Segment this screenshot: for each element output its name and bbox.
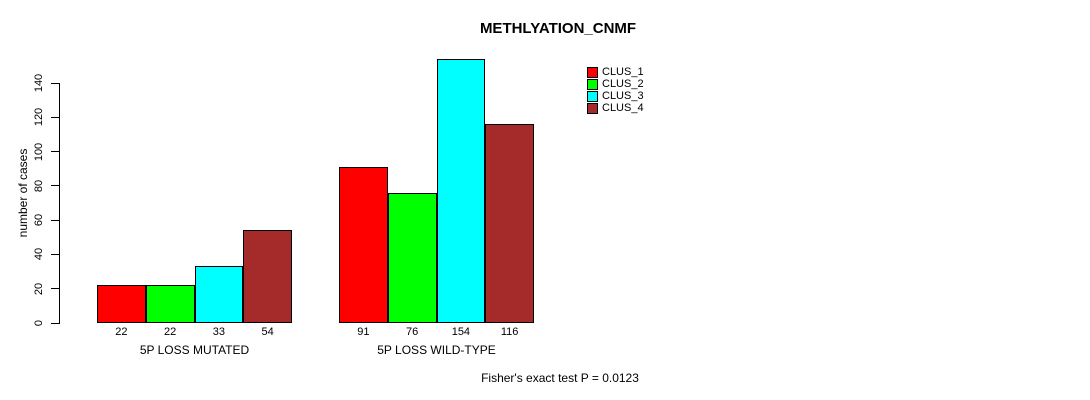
bar-value-label: 54 <box>261 326 274 338</box>
legend-swatch-CLUS_1 <box>587 66 598 78</box>
y-tick-label: 0 <box>33 319 45 327</box>
y-tick-mark <box>51 219 59 221</box>
y-tick-label: 80 <box>33 179 45 192</box>
y-tick-mark <box>51 253 59 255</box>
y-tick-mark <box>51 151 59 153</box>
legend-swatch-CLUS_4 <box>587 102 598 114</box>
bar-CLUS_4 <box>243 230 292 323</box>
bar-CLUS_3 <box>436 59 486 323</box>
legend-swatch-CLUS_2 <box>587 78 598 90</box>
bar-value-label: 116 <box>500 326 519 338</box>
bar-value-label: 91 <box>357 326 370 338</box>
x-group-label: 5P LOSS MUTATED <box>139 343 250 357</box>
legend: CLUS_1 CLUS_2 CLUS_3 CLUS_4 <box>587 66 644 114</box>
y-tick-mark <box>51 116 59 118</box>
y-tick-label: 120 <box>33 108 45 127</box>
legend-item: CLUS_2 <box>587 78 644 90</box>
y-axis-line <box>59 83 60 324</box>
legend-label: CLUS_4 <box>602 102 644 114</box>
legend-label: CLUS_3 <box>602 90 644 102</box>
y-tick-label: 40 <box>33 248 45 261</box>
legend-label: CLUS_1 <box>602 66 644 78</box>
bar-value-label: 76 <box>406 326 419 338</box>
y-axis-label: number of cases <box>16 148 30 238</box>
bar-value-label: 154 <box>451 326 471 338</box>
bar-value-label: 33 <box>212 326 225 338</box>
bar-CLUS_4 <box>485 124 534 323</box>
legend-label: CLUS_2 <box>602 78 644 90</box>
bar-CLUS_3 <box>194 266 244 323</box>
legend-item: CLUS_1 <box>587 66 644 78</box>
bar-CLUS_1 <box>339 167 388 323</box>
y-tick-mark <box>51 82 59 84</box>
y-tick-label: 140 <box>33 73 45 93</box>
legend-item: CLUS_3 <box>587 90 644 102</box>
bar-CLUS_2 <box>387 192 437 323</box>
x-group-label: 5P LOSS WILD-TYPE <box>377 343 496 357</box>
y-tick-label: 100 <box>33 142 45 161</box>
bar-CLUS_2 <box>145 285 195 323</box>
legend-item: CLUS_4 <box>587 102 644 114</box>
bar-CLUS_1 <box>97 285 146 323</box>
bar-value-label: 22 <box>115 326 128 338</box>
y-tick-mark <box>51 322 59 324</box>
y-tick-label: 20 <box>33 282 45 295</box>
chart-title: METHLYATION_CNMF <box>479 20 637 37</box>
y-tick-label: 60 <box>33 214 45 227</box>
annotation-text: Fisher's exact test P = 0.0123 <box>481 371 639 385</box>
y-tick-mark <box>51 185 59 187</box>
y-tick-mark <box>51 288 59 290</box>
bar-value-label: 22 <box>164 326 177 338</box>
legend-swatch-CLUS_3 <box>587 90 598 102</box>
